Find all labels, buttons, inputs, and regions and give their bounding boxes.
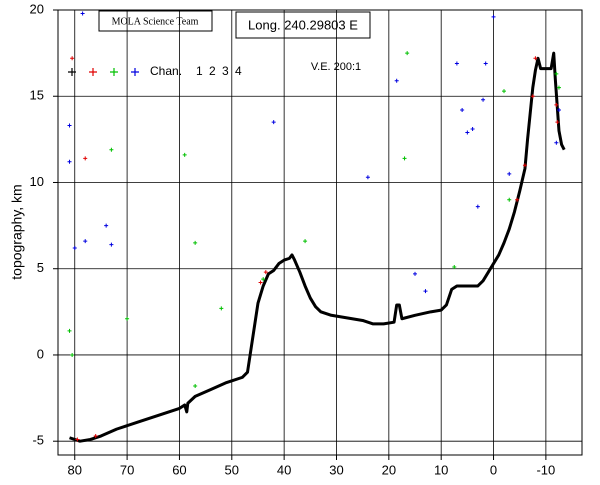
- y-tick-label: 5: [37, 260, 44, 275]
- point: [263, 270, 268, 275]
- legend-marker: [68, 68, 76, 76]
- point: [219, 306, 224, 311]
- point: [491, 14, 496, 19]
- point: [80, 11, 85, 16]
- point: [522, 163, 527, 168]
- x-tick-label: 30: [329, 462, 343, 477]
- point: [394, 78, 399, 83]
- point: [475, 204, 480, 209]
- point: [413, 271, 418, 276]
- x-tick-label: 0: [490, 462, 497, 477]
- point: [109, 242, 114, 247]
- point: [555, 120, 560, 125]
- point: [502, 89, 507, 94]
- point: [303, 239, 308, 244]
- point: [67, 123, 72, 128]
- legend-entry: 1: [196, 64, 203, 78]
- chart-title: Long. 240.29803 E: [248, 17, 358, 32]
- point: [554, 71, 559, 76]
- point: [67, 159, 72, 164]
- point: [405, 51, 410, 56]
- point: [402, 156, 407, 161]
- point: [515, 197, 520, 202]
- legend-entry: 4: [235, 64, 242, 78]
- point: [454, 61, 459, 66]
- y-tick-label: 15: [30, 88, 44, 103]
- legend-entry: 2: [209, 64, 216, 78]
- point: [70, 56, 75, 61]
- legend-marker: [131, 68, 139, 76]
- x-tick-label: 50: [225, 462, 239, 477]
- point: [460, 108, 465, 113]
- y-axis-label: topography, km: [9, 184, 25, 279]
- legend-label: Chan.: [150, 64, 182, 78]
- point: [423, 289, 428, 294]
- x-tick-label: 80: [68, 462, 82, 477]
- point: [481, 97, 486, 102]
- x-tick-label: 70: [120, 462, 134, 477]
- x-tick-label: 10: [434, 462, 448, 477]
- chart-subtitle: V.E. 200:1: [311, 61, 361, 73]
- point: [261, 277, 266, 282]
- x-tick-label: -10: [536, 462, 555, 477]
- point: [530, 94, 535, 99]
- point: [109, 147, 114, 152]
- point: [554, 102, 559, 107]
- legend-marker: [89, 68, 97, 76]
- point: [67, 328, 72, 333]
- title-box: [235, 11, 371, 39]
- point: [75, 437, 80, 442]
- y-tick-label: -5: [32, 433, 44, 448]
- point: [193, 384, 198, 389]
- point: [72, 246, 77, 251]
- point: [271, 120, 276, 125]
- x-tick-label: 60: [172, 462, 186, 477]
- point: [365, 175, 370, 180]
- point: [70, 352, 75, 357]
- credit: MOLA Science Team: [112, 16, 199, 27]
- point: [83, 239, 88, 244]
- point: [554, 140, 559, 145]
- point: [556, 85, 561, 90]
- point: [556, 108, 561, 113]
- x-tick-label: 20: [382, 462, 396, 477]
- point: [483, 61, 488, 66]
- point: [182, 152, 187, 157]
- profile-line: [69, 51, 566, 443]
- legend-entry: 3: [222, 64, 229, 78]
- point: [452, 264, 457, 269]
- plot-frame: [57, 9, 583, 456]
- y-tick-label: 20: [30, 1, 44, 16]
- point: [93, 434, 98, 439]
- point: [258, 280, 263, 285]
- point: [507, 171, 512, 176]
- x-tick-label: 40: [277, 462, 291, 477]
- point: [507, 197, 512, 202]
- legend-marker: [110, 68, 118, 76]
- point: [465, 130, 470, 135]
- point: [83, 156, 88, 161]
- point: [470, 127, 475, 132]
- y-tick-label: 0: [37, 346, 44, 361]
- point: [533, 56, 538, 61]
- point: [125, 316, 130, 321]
- point: [193, 240, 198, 245]
- point: [104, 223, 109, 228]
- y-tick-label: 10: [30, 174, 44, 189]
